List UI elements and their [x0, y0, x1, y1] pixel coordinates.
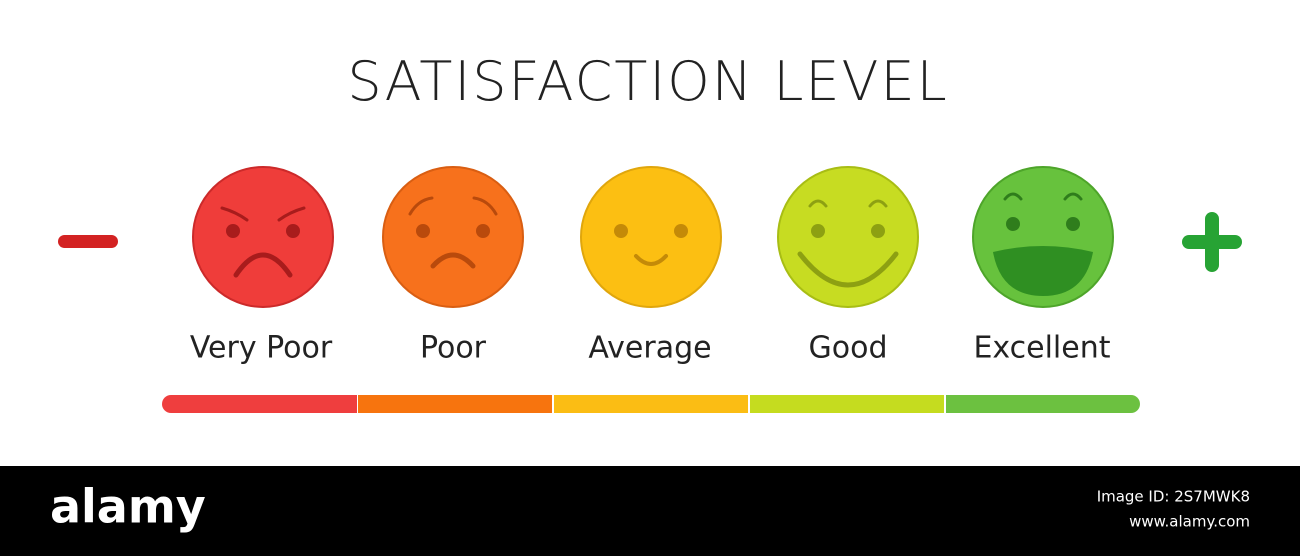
level-label: Poor	[420, 331, 487, 366]
brow	[220, 206, 249, 222]
title: SATISFACTION LEVEL	[347, 50, 948, 113]
brow	[1003, 192, 1023, 201]
footer-brand: alamy	[50, 480, 206, 534]
brow	[868, 199, 888, 208]
level-label: Excellent	[973, 331, 1110, 366]
level-label: Average	[588, 331, 711, 366]
face	[382, 166, 524, 308]
eye	[1066, 217, 1080, 231]
brow	[277, 206, 306, 222]
scale-segment	[750, 395, 944, 413]
face-poor	[382, 166, 524, 308]
eye	[226, 224, 240, 238]
eye	[286, 224, 300, 238]
eye	[871, 224, 885, 238]
face-good	[777, 166, 919, 308]
plus-sign	[1182, 212, 1242, 272]
brow	[472, 196, 498, 216]
face-very-poor	[192, 166, 334, 308]
scale-segment	[946, 395, 1140, 413]
eye	[476, 224, 490, 238]
face-excellent	[972, 166, 1114, 308]
footer-site: www.alamy.com	[1129, 513, 1250, 531]
footer-image-id: Image ID: 2S7MWK8	[1097, 488, 1250, 506]
minus-sign	[58, 235, 118, 248]
face	[580, 166, 722, 308]
footer-bar	[0, 466, 1300, 556]
mouth	[993, 246, 1093, 296]
face-average	[580, 166, 722, 308]
scale-segment	[554, 395, 748, 413]
mouth	[233, 252, 293, 278]
face	[192, 166, 334, 308]
level-label: Very Poor	[190, 331, 333, 366]
eye	[416, 224, 430, 238]
brow	[808, 199, 828, 208]
brow	[408, 196, 434, 216]
scale-segment	[162, 395, 357, 413]
eye	[811, 224, 825, 238]
scale-segment	[358, 395, 552, 413]
eye	[1006, 217, 1020, 231]
eye	[614, 224, 628, 238]
brow	[1063, 192, 1083, 201]
level-label: Good	[809, 331, 888, 366]
mouth	[430, 252, 476, 269]
mouth	[634, 254, 668, 266]
scale-bar	[162, 395, 1140, 413]
eye	[674, 224, 688, 238]
mouth	[797, 251, 899, 288]
plus-bar	[1205, 212, 1219, 272]
